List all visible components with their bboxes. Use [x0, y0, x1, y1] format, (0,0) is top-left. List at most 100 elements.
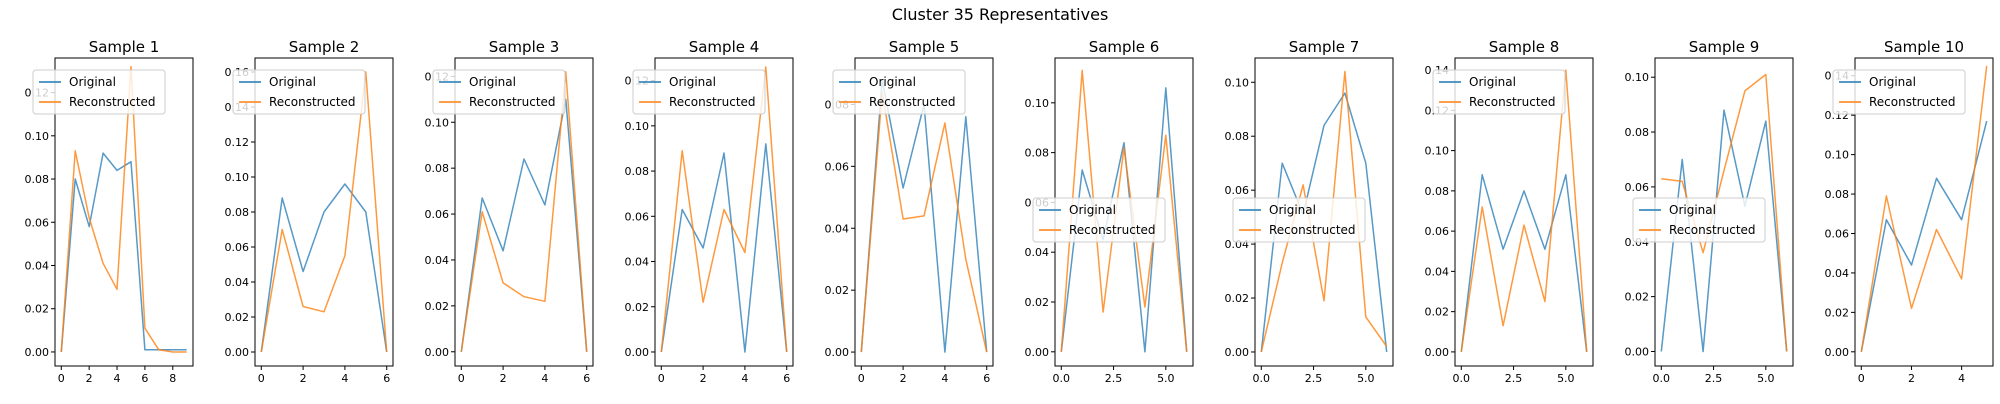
legend-label: Original [69, 75, 116, 89]
subplot-6: Sample 60.02.55.00.000.020.040.060.080.1… [1025, 38, 1194, 385]
series-line-reconstructed [860, 91, 988, 353]
axes-frame [1454, 57, 1594, 367]
legend-box [32, 69, 166, 115]
y-tick-label: 0.10 [1825, 149, 1850, 162]
y-tick-label: 0.08 [1225, 130, 1250, 143]
legend-box [432, 69, 566, 115]
legend-box [1832, 69, 1966, 115]
y-tick-label: 0.08 [225, 206, 250, 219]
y-tick-label: 0.10 [225, 171, 250, 184]
y-tick-label: 0.06 [1625, 181, 1650, 194]
y-tick-label: 0.10 [25, 130, 50, 143]
y-tick-label: 0.04 [1825, 267, 1850, 280]
legend-box [632, 69, 766, 115]
y-tick-label: 0.00 [625, 346, 650, 359]
y-tick-label: 0.02 [1825, 306, 1850, 319]
y-tick-label: 0.08 [1425, 185, 1450, 198]
legend-box [1632, 197, 1766, 243]
x-tick-label: 2.5 [1505, 372, 1523, 385]
axes-frame [54, 57, 194, 367]
y-tick-label: 0.00 [1625, 345, 1650, 358]
legend: Original Reconstructed [1232, 197, 1366, 243]
legend-box [1232, 197, 1366, 243]
legend-label: Reconstructed [1469, 95, 1556, 109]
y-tick-label: 0.10 [1025, 97, 1050, 110]
x-tick-label: 0 [658, 372, 665, 385]
legend-box [832, 69, 966, 115]
legend: Original Reconstructed [1432, 69, 1566, 115]
axes-frame [1854, 57, 1994, 367]
series-line-reconstructed [1260, 70, 1388, 353]
legend-label: Reconstructed [69, 95, 156, 109]
subplot-title: Sample 7 [1289, 38, 1360, 56]
y-tick-label: 0.02 [1225, 292, 1250, 305]
x-tick-label: 6 [583, 372, 590, 385]
series-line-original [260, 183, 388, 353]
legend-label: Original [469, 75, 516, 89]
y-tick-label: 0.10 [1625, 71, 1650, 84]
y-tick-label: 0.08 [1025, 147, 1050, 160]
y-tick-label: 0.04 [225, 276, 250, 289]
legend: Original Reconstructed [1032, 197, 1166, 243]
y-tick-label: 0.08 [425, 162, 450, 175]
series-line-original [1660, 109, 1788, 353]
legend-label: Original [1869, 75, 1916, 89]
y-tick-label: 0.08 [1825, 188, 1850, 201]
series-line-reconstructed [260, 71, 388, 353]
x-tick-label: 0 [1858, 372, 1865, 385]
series-line-reconstructed [1860, 65, 1988, 352]
x-tick-label: 4 [941, 372, 948, 385]
x-tick-label: 5.0 [1357, 372, 1375, 385]
series-line-original [1460, 174, 1588, 352]
x-tick-label: 4 [114, 372, 121, 385]
axes-frame [254, 57, 394, 367]
legend-box [1032, 197, 1166, 243]
x-tick-label: 2 [900, 372, 907, 385]
legend: Original Reconstructed [632, 69, 766, 115]
y-tick-label: 0.10 [1225, 76, 1250, 89]
legend-label: Reconstructed [669, 95, 756, 109]
subplot-title: Sample 5 [889, 38, 960, 56]
x-tick-label: 0.0 [1053, 372, 1071, 385]
y-tick-label: 0.00 [1425, 346, 1450, 359]
y-tick-label: 0.00 [1225, 346, 1250, 359]
legend: Original Reconstructed [832, 69, 966, 115]
y-tick-label: 0.06 [1225, 184, 1250, 197]
legend-label: Reconstructed [1669, 223, 1756, 237]
x-tick-label: 2.5 [1105, 372, 1123, 385]
y-tick-label: 0.06 [225, 241, 250, 254]
y-tick-label: 0.02 [425, 300, 450, 313]
axes-frame [654, 57, 794, 367]
legend: Original Reconstructed [432, 69, 566, 115]
y-tick-label: 0.02 [225, 311, 250, 324]
subplot-title: Sample 6 [1089, 38, 1160, 56]
x-tick-label: 2.5 [1305, 372, 1323, 385]
x-tick-label: 5.0 [1157, 372, 1175, 385]
x-tick-label: 5.0 [1557, 372, 1575, 385]
x-tick-label: 2 [86, 372, 93, 385]
series-line-original [660, 143, 788, 353]
y-tick-label: 0.00 [25, 346, 50, 359]
subplot-4: Sample 402460.000.020.040.060.080.100.12… [625, 38, 794, 385]
legend-label: Reconstructed [1869, 95, 1956, 109]
x-tick-label: 4 [741, 372, 748, 385]
legend-box [1432, 69, 1566, 115]
subplot-1: Sample 1024680.000.020.040.060.080.100.1… [25, 38, 194, 385]
y-tick-label: 0.00 [825, 346, 850, 359]
x-tick-label: 5.0 [1757, 372, 1775, 385]
x-tick-label: 6 [983, 372, 990, 385]
subplot-2: Sample 2 0 2 4 6 0.00 0.02 0.04 0.06 0.08 0.10 0.12… [225, 38, 394, 385]
y-tick-label: 0.04 [825, 222, 850, 235]
y-tick-label: 0.00 [1825, 346, 1850, 359]
legend-label: Original [869, 75, 916, 89]
y-tick-label: 0.04 [1025, 246, 1050, 259]
legend-label: Reconstructed [869, 95, 956, 109]
subplot-7: Sample 70.0 2.5 5.00.000.020.040.060.080.1… [1225, 38, 1394, 385]
axes-frame [854, 57, 994, 367]
subplot-title: Sample 2 [289, 38, 360, 56]
subplot-title: Sample 10 [1884, 38, 1964, 56]
series-line-reconstructed [60, 65, 187, 353]
series-line-original [460, 98, 588, 352]
subplot-title: Sample 1 [89, 38, 160, 56]
